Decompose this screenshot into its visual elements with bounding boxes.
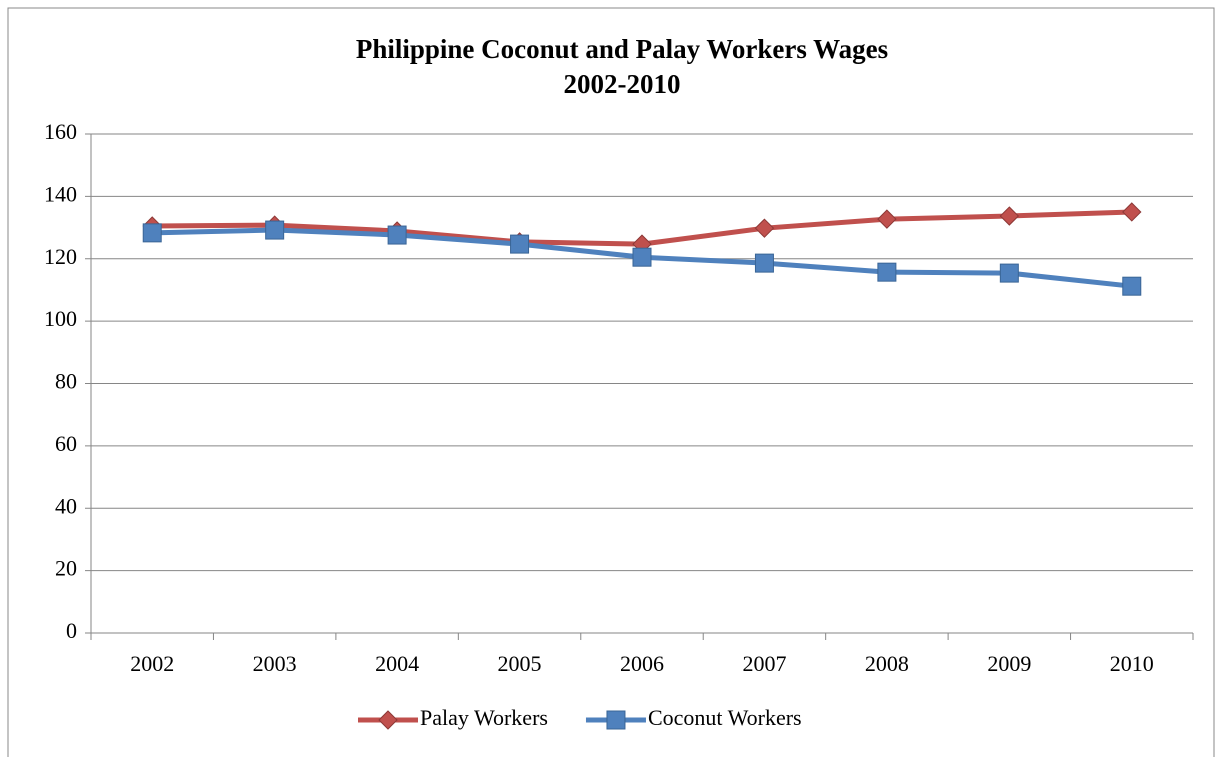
chart-border <box>7 7 1215 757</box>
y-tick-label: 80 <box>55 369 77 394</box>
marker <box>632 247 652 267</box>
chart-subtitle: 2002-2010 <box>564 69 681 99</box>
y-tick-label: 40 <box>55 493 77 518</box>
marker <box>754 253 774 273</box>
marker <box>877 209 897 229</box>
marker <box>606 710 626 730</box>
x-tick-label: 2007 <box>742 651 786 676</box>
x-tick-label: 2010 <box>1110 651 1154 676</box>
marker <box>1122 202 1142 222</box>
marker <box>378 710 398 730</box>
x-tick-label: 2004 <box>375 651 419 676</box>
y-tick-label: 60 <box>55 431 77 456</box>
marker <box>999 206 1020 226</box>
marker <box>510 234 530 254</box>
y-tick-label: 120 <box>44 244 77 269</box>
chart-title: Philippine Coconut and Palay Workers Wag… <box>356 34 888 64</box>
marker <box>877 262 897 282</box>
marker <box>754 218 775 238</box>
y-tick-label: 160 <box>44 119 77 144</box>
marker <box>142 223 162 243</box>
x-tick-label: 2005 <box>498 651 542 676</box>
marker <box>999 263 1019 283</box>
y-tick-label: 20 <box>55 556 77 581</box>
x-tick-label: 2009 <box>987 651 1031 676</box>
legend-label: Palay Workers <box>420 705 548 730</box>
x-tick-label: 2002 <box>130 651 174 676</box>
legend-label: Coconut Workers <box>648 705 802 730</box>
marker <box>265 220 285 240</box>
x-tick-label: 2003 <box>253 651 297 676</box>
y-tick-label: 100 <box>44 306 77 331</box>
marker <box>1122 276 1142 296</box>
x-tick-label: 2006 <box>620 651 664 676</box>
x-tick-label: 2008 <box>865 651 909 676</box>
marker <box>387 225 407 245</box>
y-tick-label: 140 <box>44 181 77 206</box>
y-tick-label: 0 <box>66 618 77 643</box>
